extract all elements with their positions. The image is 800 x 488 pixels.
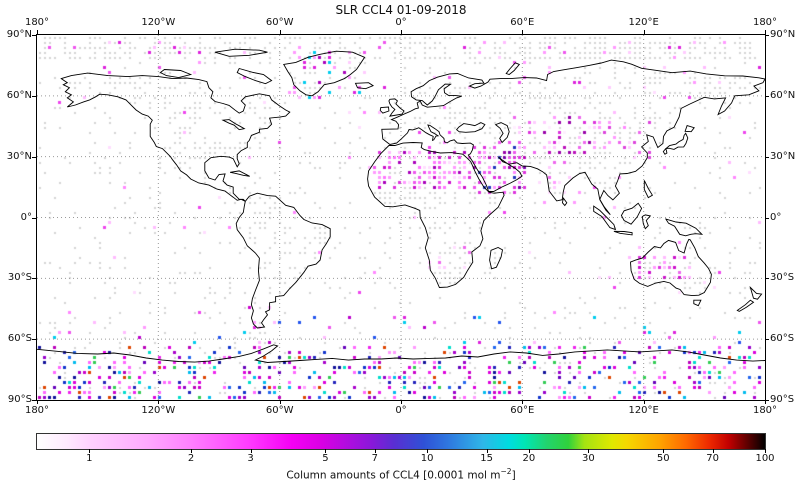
y-tick-label-right: 60°S	[770, 333, 795, 345]
y-tick-label-left: 0°	[20, 211, 32, 223]
colorbar-label-suffix: ]	[511, 469, 516, 482]
x-tick-mark-bottom	[765, 400, 766, 404]
x-tick-mark-top	[158, 30, 160, 34]
x-tick-mark-top	[765, 30, 766, 34]
x-tick-label-top: 60°W	[265, 17, 294, 28]
colorbar-label-exponent: −2	[500, 467, 512, 476]
x-tick-label-bottom: 180°	[24, 405, 50, 416]
x-tick-label-bottom: 180°	[752, 405, 778, 416]
y-tick-label-left: 90°N	[6, 29, 32, 40]
colorbar-tick-label: 3	[247, 453, 254, 464]
colorbar-tick-mark	[427, 449, 429, 453]
x-tick-mark-bottom	[279, 400, 281, 404]
y-tick-label-left: 30°S	[7, 272, 32, 284]
colorbar-tick-label: 10	[420, 453, 434, 464]
x-tick-mark-bottom	[643, 400, 645, 404]
colorbar-gradient	[36, 433, 766, 450]
x-tick-label-top: 120°W	[141, 17, 176, 28]
colorbar-tick-mark	[191, 449, 193, 453]
y-tick-label-left: 60°S	[7, 333, 32, 345]
x-tick-mark-top	[401, 30, 402, 34]
colorbar-tick-mark	[325, 449, 327, 453]
y-tick-label-left: 30°N	[6, 150, 32, 162]
colorbar-tick-label: 5	[322, 453, 329, 464]
colorbar-tick-label: 50	[656, 453, 670, 464]
x-tick-mark-top	[643, 30, 645, 34]
colorbar-tick-label: 2	[187, 453, 195, 464]
colorbar-tick-mark	[528, 449, 530, 453]
colorbar-tick-mark	[712, 449, 714, 453]
x-tick-label-bottom: 60°E	[510, 405, 535, 416]
x-tick-label-bottom: 120°W	[141, 405, 176, 416]
colorbar-tick-label: 70	[706, 453, 720, 464]
x-tick-label-top: 0°	[395, 17, 407, 28]
y-tick-mark-left	[32, 278, 36, 280]
colorbar-tick-label: 20	[522, 453, 536, 464]
colorbar-label-text: Column amounts of CCL4 [0.0001 mol m	[286, 469, 501, 482]
y-tick-mark-left	[32, 400, 36, 401]
x-tick-label-bottom: 120°E	[628, 405, 659, 416]
colorbar-tick-mark	[250, 449, 252, 453]
x-tick-label-bottom: 60°W	[265, 405, 294, 416]
colorbar-tick-label: 7	[371, 453, 379, 464]
colorbar-tick-mark	[89, 449, 91, 453]
y-tick-mark-left	[32, 35, 36, 36]
x-tick-label-top: 60°E	[510, 17, 535, 28]
chart-title: SLR CCL4 01-09-2018	[335, 3, 467, 17]
colorbar-tick-label: 30	[581, 453, 595, 464]
y-tick-mark-left	[32, 339, 36, 341]
colorbar-tick-mark	[588, 449, 590, 453]
y-tick-label-right: 30°N	[770, 150, 796, 162]
colorbar-tick-mark	[663, 449, 665, 453]
y-tick-label-left: 90°S	[7, 394, 32, 405]
x-tick-label-top: 180°	[24, 17, 50, 28]
x-tick-label-bottom: 0°	[395, 405, 407, 416]
x-tick-mark-top	[522, 30, 524, 34]
y-tick-label-right: 60°N	[770, 89, 796, 101]
colorbar-tick-label: 1	[86, 453, 93, 464]
x-tick-label-top: 120°E	[628, 17, 659, 28]
colorbar-tick-mark	[765, 449, 766, 453]
colorbar-label: Column amounts of CCL4 [0.0001 mol m−2]	[37, 467, 765, 482]
x-tick-label-top: 180°	[752, 17, 778, 28]
x-tick-mark-bottom	[37, 400, 38, 404]
colorbar-tick-mark	[374, 449, 376, 453]
x-tick-mark-bottom	[158, 400, 160, 404]
x-tick-mark-top	[279, 30, 281, 34]
colorbar-tick-label: 15	[480, 453, 493, 464]
data-dots-layer	[37, 35, 765, 400]
y-tick-mark-right	[765, 217, 769, 219]
colorbar-tick-label: 100	[755, 453, 775, 464]
y-tick-mark-right	[765, 95, 769, 97]
y-tick-mark-right	[765, 35, 769, 36]
x-tick-mark-bottom	[522, 400, 524, 404]
y-tick-label-right: 0°	[770, 211, 782, 223]
y-tick-mark-left	[32, 95, 36, 97]
y-tick-label-left: 60°N	[6, 89, 32, 101]
y-tick-label-right: 30°S	[770, 272, 795, 284]
y-tick-mark-right	[765, 156, 769, 158]
y-tick-mark-left	[32, 217, 36, 219]
y-tick-mark-left	[32, 156, 36, 158]
y-tick-mark-right	[765, 278, 769, 280]
x-tick-mark-bottom	[401, 400, 402, 404]
colorbar-tick-mark	[486, 449, 488, 453]
y-tick-label-right: 90°S	[770, 394, 795, 405]
y-tick-label-right: 90°N	[770, 29, 796, 40]
y-tick-mark-right	[765, 400, 769, 401]
x-tick-mark-top	[37, 30, 38, 34]
y-tick-mark-right	[765, 339, 769, 341]
